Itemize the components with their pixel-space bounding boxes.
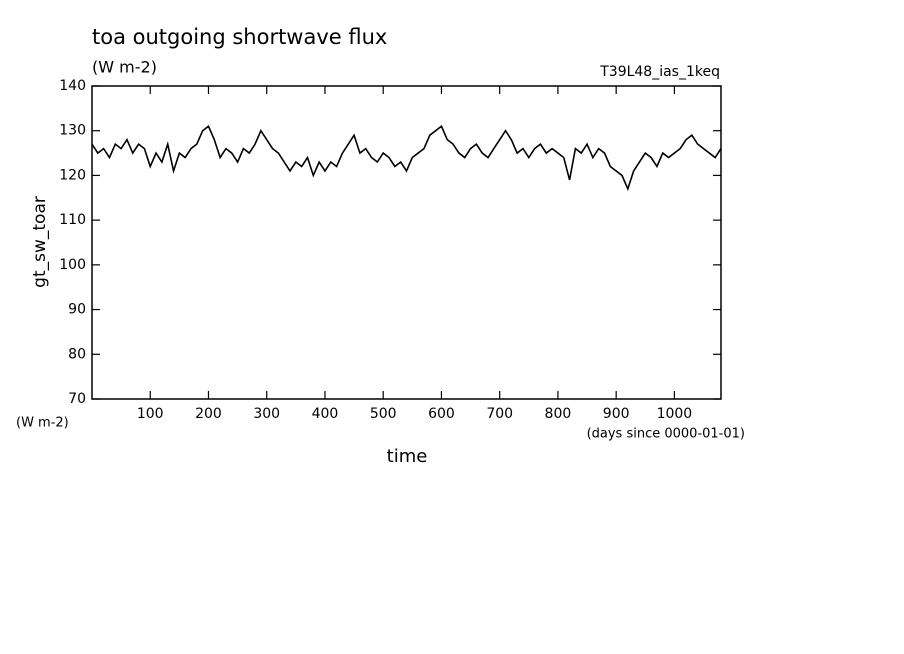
- x-axis-label: time: [387, 446, 428, 467]
- y-tick-label: 120: [59, 167, 86, 183]
- y-axis-unit: (W m-2): [16, 416, 69, 431]
- x-tick-label: 500: [370, 406, 397, 422]
- y-tick-label: 80: [68, 346, 86, 362]
- x-tick-label: 100: [137, 406, 164, 422]
- data-line: [91, 124, 722, 192]
- y-tick-label: 70: [68, 391, 86, 407]
- chart-title: toa outgoing shortwave flux: [92, 25, 387, 49]
- plot-frame: [91, 85, 722, 400]
- y-tick-label: 140: [59, 78, 86, 94]
- x-axis-unit: (days since 0000-01-01): [587, 427, 745, 442]
- y-tick-label: 130: [59, 123, 86, 139]
- x-tick-label: 700: [486, 406, 513, 422]
- y-tick-label: 110: [59, 212, 86, 228]
- x-tick-label: 600: [428, 406, 455, 422]
- x-tick-label: 800: [545, 406, 572, 422]
- x-tick-label: 200: [195, 406, 222, 422]
- x-tick-label: 900: [603, 406, 630, 422]
- x-tick-label: 300: [253, 406, 280, 422]
- x-tick-label: 1000: [657, 406, 693, 422]
- chart-subtitle: (W m-2): [92, 58, 157, 77]
- run-label: T39L48_ias_1keq: [599, 64, 720, 80]
- y-axis-label: gt_sw_toar: [30, 196, 50, 288]
- y-tick-label: 100: [59, 257, 86, 273]
- y-tick-label: 90: [68, 302, 86, 318]
- x-tick-label: 400: [312, 406, 339, 422]
